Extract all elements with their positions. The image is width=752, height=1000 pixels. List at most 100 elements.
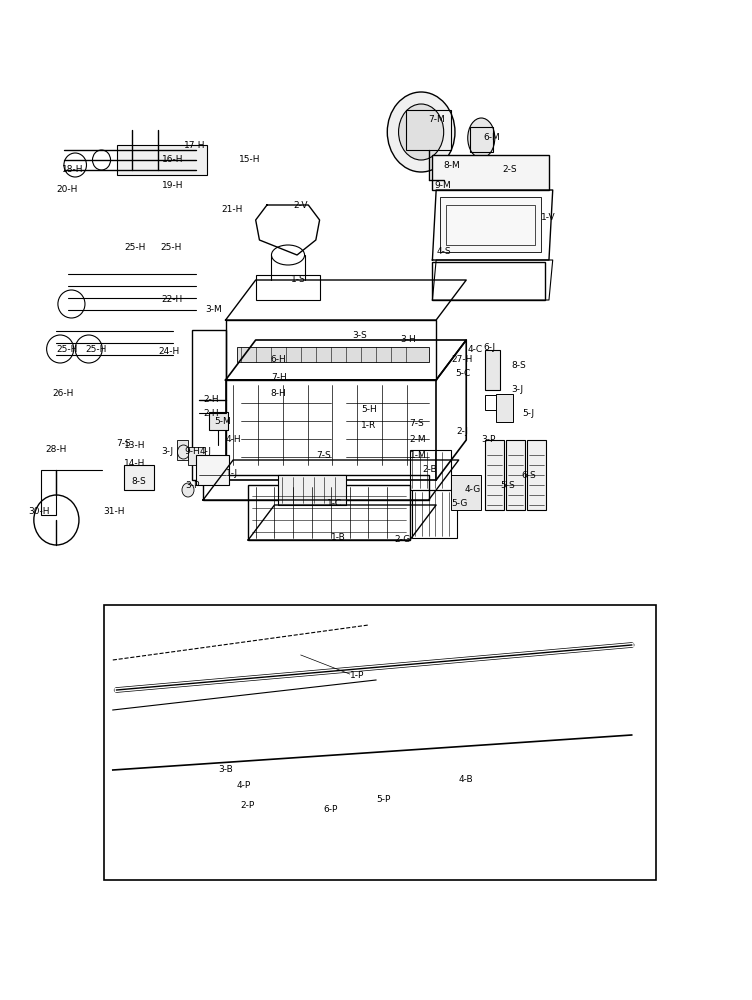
Text: 7-M: 7-M <box>429 115 445 124</box>
Text: 3-J: 3-J <box>511 385 523 394</box>
Bar <box>256 670 274 750</box>
Text: 4-C: 4-C <box>468 344 483 354</box>
Text: 28-H: 28-H <box>45 446 66 454</box>
Bar <box>104 605 656 880</box>
Bar <box>237 347 429 362</box>
Text: 7-H: 7-H <box>271 372 287 381</box>
Text: 5-S: 5-S <box>500 481 515 489</box>
Text: 6-M: 6-M <box>484 133 500 142</box>
Text: 1-R: 1-R <box>361 422 376 430</box>
Text: 7-S: 7-S <box>117 440 132 448</box>
Text: 25-H: 25-H <box>124 242 145 251</box>
Ellipse shape <box>520 685 532 699</box>
Text: 5-J: 5-J <box>523 408 535 418</box>
Bar <box>278 475 346 505</box>
Text: 14-H: 14-H <box>124 460 145 468</box>
Bar <box>470 127 493 152</box>
Bar <box>247 665 265 740</box>
Bar <box>410 450 451 490</box>
Text: 8-H: 8-H <box>271 388 287 397</box>
Text: 3-S: 3-S <box>352 330 367 340</box>
Bar <box>446 205 535 245</box>
Ellipse shape <box>182 483 194 497</box>
Text: 27-H: 27-H <box>451 356 472 364</box>
Text: 2-G: 2-G <box>395 536 411 544</box>
Ellipse shape <box>468 118 495 158</box>
Text: 13-H: 13-H <box>124 442 146 450</box>
Bar <box>209 412 228 430</box>
Bar <box>226 380 436 480</box>
Text: 1-P: 1-P <box>350 670 364 680</box>
Text: 2-S: 2-S <box>502 165 517 174</box>
Bar <box>432 262 545 300</box>
Bar <box>485 350 500 390</box>
Bar <box>406 110 451 150</box>
Text: 25-H: 25-H <box>85 346 106 355</box>
Text: 25-H: 25-H <box>56 346 77 355</box>
Text: 5-C: 5-C <box>455 369 470 378</box>
Text: 21-H: 21-H <box>222 206 243 215</box>
Bar <box>412 490 457 538</box>
Text: 8-S: 8-S <box>511 360 526 369</box>
Text: 2-H: 2-H <box>203 395 219 404</box>
Text: 8-M: 8-M <box>444 160 460 169</box>
Text: 3-B: 3-B <box>218 766 233 774</box>
Text: 6-P: 6-P <box>323 806 338 814</box>
Text: 9-M: 9-M <box>435 180 451 190</box>
Text: 1-S: 1-S <box>291 275 306 284</box>
Text: 2-M: 2-M <box>410 436 426 444</box>
Bar <box>117 145 207 175</box>
Text: 15-H: 15-H <box>239 155 261 164</box>
Ellipse shape <box>387 92 455 172</box>
Text: 2-P: 2-P <box>241 800 255 810</box>
Text: 19-H: 19-H <box>162 180 183 190</box>
Text: 1-B: 1-B <box>331 534 346 542</box>
Bar <box>485 395 499 410</box>
Ellipse shape <box>399 104 444 160</box>
Text: 25-H: 25-H <box>160 242 181 251</box>
Text: 20-H: 20-H <box>56 186 77 194</box>
Bar <box>196 455 229 485</box>
Text: 3-H: 3-H <box>400 336 416 344</box>
Text: 4-P: 4-P <box>237 780 251 790</box>
Bar <box>496 394 513 422</box>
Ellipse shape <box>430 695 442 709</box>
Text: 2-J: 2-J <box>456 428 468 436</box>
Text: 2-B: 2-B <box>422 466 436 475</box>
Text: 16-H: 16-H <box>162 155 183 164</box>
Text: 24-H: 24-H <box>158 348 179 357</box>
Bar <box>124 465 154 490</box>
Bar <box>506 440 525 510</box>
Text: 5-M: 5-M <box>214 418 231 426</box>
Text: 1-M: 1-M <box>410 450 426 460</box>
Text: 1-J: 1-J <box>226 468 238 478</box>
Text: 4-B: 4-B <box>459 776 473 784</box>
Text: 18-H: 18-H <box>62 165 83 174</box>
Text: 2-H: 2-H <box>203 408 219 418</box>
Bar <box>256 275 320 300</box>
Bar <box>41 470 56 515</box>
Text: 30-H: 30-H <box>29 508 50 516</box>
Text: 4-S: 4-S <box>436 247 450 256</box>
Text: 22-H: 22-H <box>162 296 183 304</box>
Text: 7-S: 7-S <box>316 450 331 460</box>
Ellipse shape <box>543 681 555 695</box>
Text: 3-P: 3-P <box>186 481 200 489</box>
Text: 1-V: 1-V <box>541 214 556 223</box>
Text: 4-G: 4-G <box>465 486 481 494</box>
Text: 9-H: 9-H <box>184 448 200 456</box>
Bar <box>248 485 410 540</box>
Text: 4-J: 4-J <box>199 448 211 456</box>
Ellipse shape <box>475 691 487 705</box>
Text: 6-H: 6-H <box>271 356 287 364</box>
Text: 7-S: 7-S <box>409 420 424 428</box>
Bar <box>527 440 546 510</box>
Bar <box>192 330 226 480</box>
Bar <box>556 670 579 710</box>
Bar <box>451 475 481 510</box>
Text: 5-H: 5-H <box>361 406 377 414</box>
Bar <box>188 447 205 465</box>
Text: 17-H: 17-H <box>184 140 206 149</box>
Text: 4-H: 4-H <box>226 434 241 444</box>
Bar <box>203 475 429 500</box>
